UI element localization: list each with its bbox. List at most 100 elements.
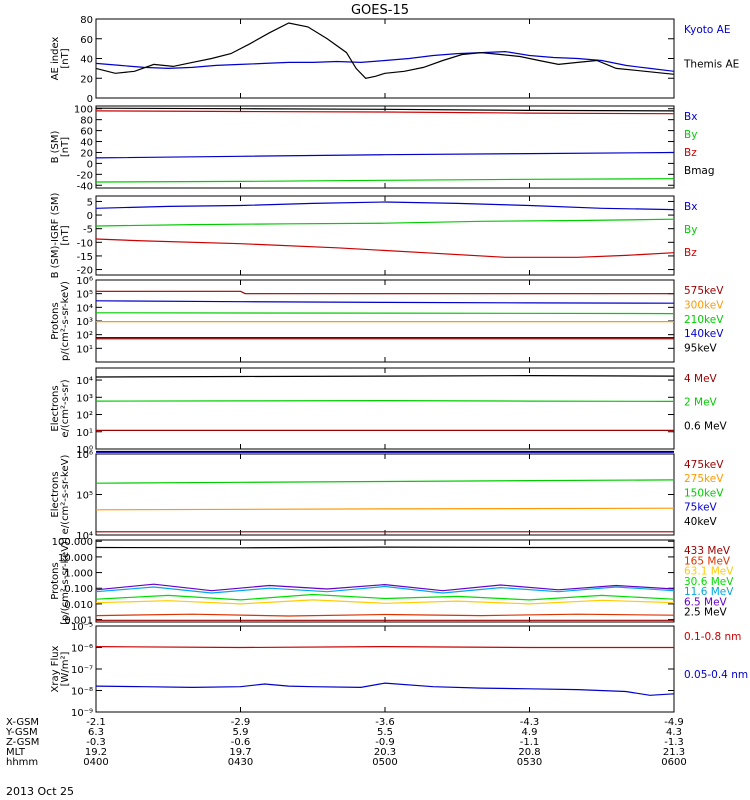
y-tick-label: 0.001	[64, 616, 93, 627]
legend-entry: 210keV	[684, 314, 724, 326]
y-tick-label: 10⁵	[76, 491, 93, 502]
legend-entry: 150keV	[684, 487, 724, 499]
x-row-label: MLT	[6, 747, 26, 758]
series-line-3	[95, 375, 675, 378]
panel-1: 0 20 40 60 80 AE index [nT] Kyoto AE Themis AE	[50, 15, 739, 105]
legend-entry: 2 MeV	[684, 397, 718, 409]
series-line-2	[95, 682, 675, 696]
legend-entry: 0.6 MeV	[684, 420, 728, 432]
y-tick-label: 10⁴	[76, 376, 93, 387]
series-line-4	[95, 107, 675, 112]
panel-frame	[95, 453, 675, 536]
x-row-value: 21.3	[663, 747, 685, 758]
x-row-value: 0430	[228, 757, 253, 768]
y-axis-label: p/(cm²-s-sr-keV)	[60, 281, 71, 361]
series-line-7	[95, 546, 674, 549]
x-row-value: 4.3	[666, 727, 682, 738]
panel-4: 10¹ 10² 10³ 10⁴ 10⁵ 10⁶ Protons p/(cm²-s-sr-keV…	[50, 276, 724, 363]
legend-entry: 40keV	[684, 516, 718, 528]
y-axis-label: B (SM)-IGRF (SM)	[50, 193, 61, 279]
y-axis-label: Electrons	[50, 471, 61, 517]
legend-entry: Bx	[684, 111, 697, 123]
legend-entry: Bx	[684, 201, 697, 213]
y-tick-label: 1.000	[64, 569, 93, 580]
series-line-1	[95, 151, 675, 159]
y-tick-label: 10⁵	[76, 290, 93, 301]
y-tick-label: 40	[80, 55, 93, 66]
y-tick-label: 0	[87, 94, 93, 105]
legend-entry: Bz	[684, 147, 697, 159]
x-row-value: -2.9	[231, 717, 251, 728]
y-tick-label: -20	[77, 266, 93, 277]
series-line-3	[95, 599, 675, 605]
legend-entry: 140keV	[684, 328, 724, 340]
legend-entry: By	[684, 224, 697, 236]
y-tick-label: 10⁶	[76, 450, 93, 461]
series-line-2	[95, 22, 675, 79]
panel-frame	[95, 539, 675, 623]
x-row-value: 5.9	[233, 727, 249, 738]
y-tick-label: -15	[77, 252, 93, 263]
y-axis-label: [nT]	[60, 225, 71, 245]
panel-5: 10⁰ 10¹ 10² 10³ 10⁴ Electrons e/(cm²-s-sr) 4 Me…	[50, 367, 728, 456]
legend-entry: 75keV	[684, 502, 718, 514]
y-axis-label: Xray Flux	[50, 645, 61, 692]
legend-entry: 2.5 MeV	[684, 607, 728, 619]
y-tick-label: 10³	[76, 317, 93, 328]
series-line-4	[95, 300, 675, 304]
legend-entry: 433 MeV	[684, 545, 731, 557]
y-tick-label: 40	[80, 138, 93, 149]
x-row-value: -2.1	[86, 717, 106, 728]
legend-entry: Themis AE	[683, 59, 739, 71]
panel-frame	[95, 18, 675, 99]
panel-6: 10⁴ 10⁵ 10⁶ Electrons e/(cm²-s-sr-keV) 475keV…	[50, 450, 724, 542]
legend-entry: 63.1 MeV	[684, 566, 734, 578]
y-axis-label: AE index	[50, 37, 61, 81]
x-row-value: -4.3	[520, 717, 540, 728]
series-line-1	[95, 50, 675, 72]
y-axis-label: Protons	[50, 562, 61, 599]
x-row-label: hhmm	[6, 757, 38, 768]
x-row-value: -0.6	[231, 737, 251, 748]
legend-entry: Bmag	[684, 165, 715, 177]
legend-entry: Kyoto AE	[684, 24, 730, 36]
date-label: 2013 Oct 25	[6, 785, 74, 798]
series-line-5	[95, 585, 675, 594]
series-line-3	[95, 238, 675, 258]
y-tick-label: 10⁴	[76, 303, 93, 314]
legend-entry: 11.6 MeV	[684, 586, 734, 598]
series-line-2	[95, 218, 675, 227]
y-tick-label: 0	[87, 211, 93, 222]
y-tick-label: 10¹	[76, 344, 93, 355]
legend-entry: By	[684, 129, 697, 141]
x-row-value: 19.2	[85, 747, 107, 758]
y-axis-label: Electrons	[50, 385, 61, 431]
x-row-value: 5.5	[377, 727, 393, 738]
y-axis-label: [W/m²]	[60, 651, 71, 686]
legend-entry: 0.1-0.8 nm	[684, 631, 741, 643]
y-tick-label: 60	[80, 127, 93, 138]
panel-frame	[95, 625, 675, 713]
y-tick-label: -40	[77, 181, 93, 192]
y-tick-label: 0.010	[64, 600, 93, 611]
series-line-2	[95, 178, 675, 183]
series-line-1	[95, 201, 675, 211]
x-row-label: X-GSM	[6, 717, 39, 728]
y-tick-label: 0.100	[64, 584, 93, 595]
legend-entry: 4 MeV	[684, 373, 718, 385]
y-tick-label: 10⁻⁸	[71, 687, 93, 698]
series-line-2	[95, 400, 675, 402]
y-tick-label: -10	[77, 238, 93, 249]
y-axis-label: B (SM)	[50, 130, 61, 163]
x-row-value: -1.3	[664, 737, 684, 748]
y-tick-label: 60	[80, 35, 93, 46]
series-line-1	[96, 290, 674, 295]
legend-entry: 6.5 MeV	[684, 596, 728, 608]
series-line-3	[95, 479, 675, 484]
x-row-value: 0600	[661, 757, 686, 768]
y-tick-label: 10⁻⁵	[71, 622, 93, 633]
legend-entry: 0.05-0.4 nm	[684, 669, 748, 681]
panel-3: -20 -15 -10 -5 0 5 B (SM)-IGRF (SM) [nT] Bx By Bz	[50, 193, 697, 279]
